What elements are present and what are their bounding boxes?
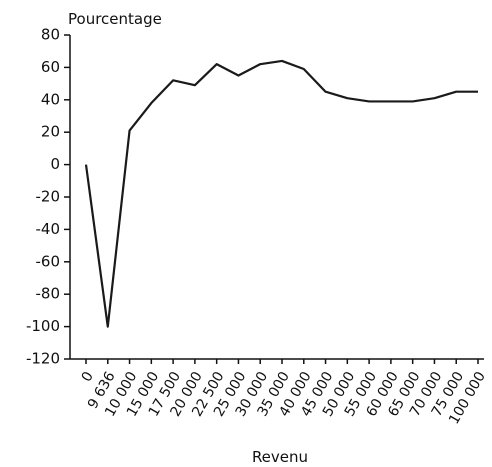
y-tick-label: -80 <box>36 285 61 303</box>
y-tick-label: 0 <box>50 155 60 173</box>
y-tick-label: -120 <box>26 350 60 368</box>
y-axis-label: Pourcentage <box>68 10 162 28</box>
y-tick-label: 60 <box>41 58 60 76</box>
data-line <box>84 59 478 328</box>
y-tick-label: 80 <box>41 26 60 44</box>
y-tick-label: -20 <box>36 188 61 206</box>
y-tick-label: -40 <box>36 220 61 238</box>
x-tick-label: 0 <box>79 369 97 385</box>
x-axis-label: Revenu <box>252 448 308 466</box>
y-tick-label: 20 <box>41 123 60 141</box>
y-tick-label: -60 <box>36 252 61 270</box>
y-tick-label: -100 <box>26 317 60 335</box>
y-tick-label: 40 <box>41 90 60 108</box>
